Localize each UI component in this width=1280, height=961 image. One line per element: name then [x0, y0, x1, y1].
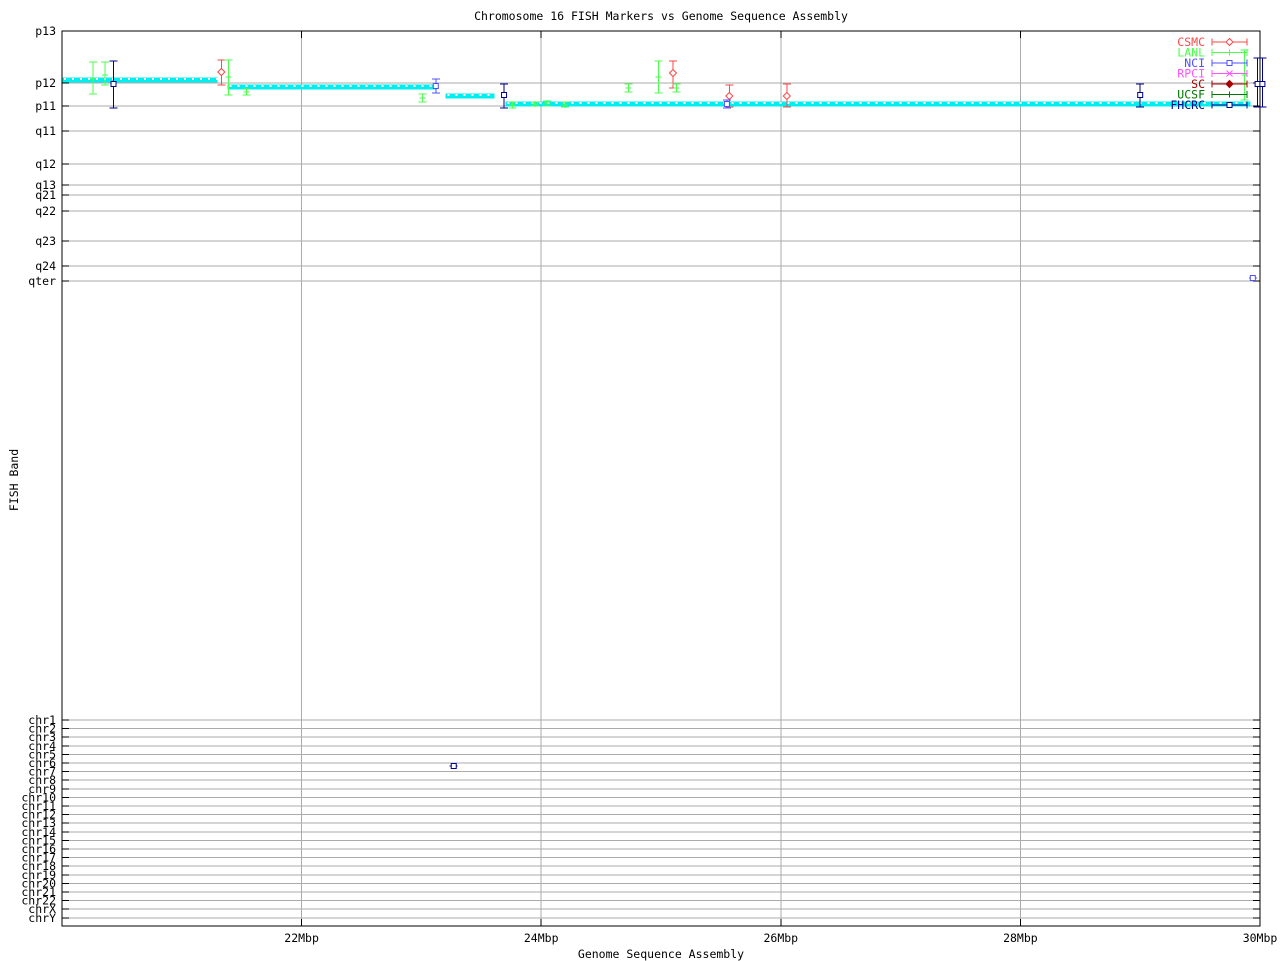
chromosome-label: chr11: [21, 799, 56, 813]
chromosome-label: chr6: [28, 756, 56, 770]
marker-diamond: [1225, 79, 1234, 89]
legend-label-ucsf: UCSF: [1177, 88, 1205, 102]
marker-diamond: [217, 67, 226, 77]
chromosome-label: chr2: [28, 722, 56, 736]
chromosome-label: chr9: [28, 782, 56, 796]
chromosome-label: chr5: [28, 747, 56, 761]
chromosome-label: chr12: [21, 808, 56, 822]
band-label: q23: [35, 234, 56, 248]
chromosome-label: chr8: [28, 773, 56, 787]
marker-diamond: [782, 91, 791, 101]
chromosome-label: chrX: [28, 902, 56, 916]
chromosome-label: chr7: [28, 765, 56, 779]
chromosome-label: chr4: [28, 739, 56, 753]
marker-diamond: [1225, 37, 1234, 47]
marker-square: [501, 92, 508, 98]
chromosome-label: chr16: [21, 842, 56, 856]
marker-square: [1254, 81, 1261, 87]
marker-square: [1137, 92, 1144, 98]
x-tick-label: 28Mbp: [1003, 931, 1038, 945]
chromosome-label: chr1: [28, 713, 56, 727]
chromosome-label: chr22: [21, 894, 56, 908]
chromosome-label: chr10: [21, 790, 56, 804]
marker-diamond: [725, 91, 734, 101]
chromosome-label: chrY: [28, 911, 56, 925]
legend-label-nci: NCI: [1184, 56, 1205, 70]
chromosome-label: chr17: [21, 851, 56, 865]
chromosome-label: chr14: [21, 825, 56, 839]
chromosome-label: chr3: [28, 730, 56, 744]
band-label: q12: [35, 157, 56, 171]
band-label: qter: [28, 274, 56, 288]
chromosome-label: chr21: [21, 885, 56, 899]
chromosome-label: chr15: [21, 833, 56, 847]
legend-label-sc: SC: [1191, 77, 1205, 91]
chromosome-label: chr19: [21, 868, 56, 882]
legend-label-lanl: LANL: [1177, 46, 1205, 60]
marker-square: [450, 763, 457, 769]
marker-square: [1226, 102, 1233, 108]
marker-x: [1226, 70, 1233, 77]
x-tick-label: 26Mbp: [763, 931, 798, 945]
chromosome-label: chr18: [21, 859, 56, 873]
legend-label-rpci: RPCI: [1177, 67, 1205, 81]
x-tick-label: 24Mbp: [524, 931, 559, 945]
band-label: p13: [35, 24, 56, 38]
legend-label-csmc: CSMC: [1177, 35, 1205, 49]
x-axis-title: Genome Sequence Assembly: [577, 947, 745, 961]
chart-title: Chromosome 16 FISH Markers vs Genome Seq…: [474, 9, 848, 23]
legend-label-fhcrc: FHCRC: [1170, 98, 1205, 112]
band-label: q11: [35, 124, 56, 138]
chromosome-label: chr13: [21, 816, 56, 830]
band-label: q22: [35, 204, 56, 218]
marker-square: [110, 81, 117, 87]
marker-square: [1226, 60, 1233, 66]
marker-square: [1259, 81, 1266, 87]
x-tick-label: 22Mbp: [284, 931, 319, 945]
marker-square: [723, 101, 730, 107]
band-label: p11: [35, 99, 56, 113]
x-tick-label: 30Mbp: [1243, 931, 1278, 945]
plot-border: [61, 30, 1261, 927]
band-label: q24: [35, 259, 56, 273]
chromosome-label: chr20: [21, 876, 56, 890]
marker-diamond: [668, 68, 678, 78]
marker-square: [1249, 275, 1256, 281]
band-label: q21: [35, 188, 56, 202]
band-label: p12: [35, 76, 56, 90]
band-label: q13: [35, 178, 56, 192]
marker-square: [432, 83, 439, 89]
